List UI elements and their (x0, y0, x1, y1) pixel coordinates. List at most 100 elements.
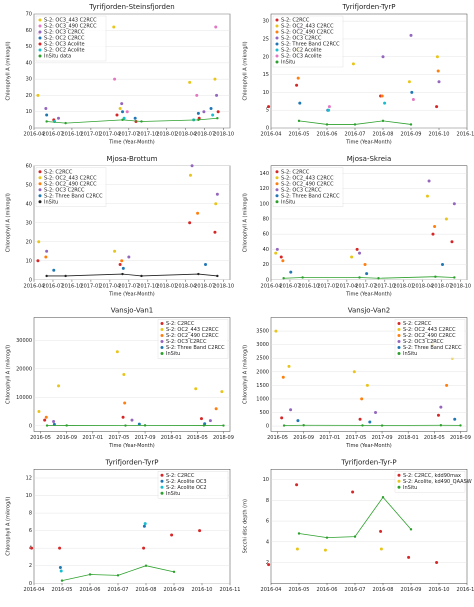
legend-label: S-2: OC3_490 C2RCC (44, 24, 97, 30)
x-tick-label: 2018-09 (450, 435, 471, 441)
legend-label: S-2: OC3 Acolite (281, 54, 322, 60)
data-point (445, 383, 449, 387)
legend-marker (275, 60, 279, 64)
legend-label: S-2: OC2_443 C2RCC (281, 175, 334, 181)
legend-marker (397, 346, 401, 349)
legend-label: S-2: C2RCC (166, 473, 195, 479)
y-tick-label: 20000 (16, 366, 32, 372)
data-point (57, 384, 61, 388)
x-tick-label: 2018-01 (156, 132, 177, 138)
y-tick-label: 1000 (256, 396, 269, 402)
insitu-point (381, 496, 385, 499)
x-tick-label: 2018-07 (431, 283, 452, 289)
y-tick-label: 6 (266, 519, 269, 525)
data-point (355, 247, 359, 251)
insitu-point (202, 424, 206, 427)
insitu-point (361, 424, 364, 427)
data-point (120, 102, 124, 106)
x-tick-label: 2016-11 (220, 587, 241, 593)
data-point (59, 569, 63, 573)
data-point (352, 370, 356, 374)
legend-label: S-2: Three Band C2RCC (44, 193, 103, 199)
data-point (365, 272, 369, 276)
data-point (327, 108, 331, 112)
x-tick-label: 2016-05 (52, 587, 73, 593)
legend-label: S-2: OC2 Acolite (44, 48, 85, 54)
y-tick-label: 2 (266, 560, 269, 566)
x-tick-label: 2016-07 (345, 587, 366, 593)
insitu-point (297, 119, 301, 123)
x-tick-label: 2016-09 (401, 132, 422, 138)
x-axis-label: Time (Year-Month) (108, 140, 155, 146)
y-axis-label: Chlorophyll A (mikrog/l) (243, 193, 249, 252)
insitu-point (121, 118, 124, 122)
data-point (287, 364, 291, 368)
legend-label: InSitu (403, 485, 417, 491)
insitu-point (409, 528, 413, 531)
data-point (211, 113, 215, 117)
legend-marker (275, 170, 279, 174)
data-point (323, 548, 327, 552)
legend-marker (160, 328, 164, 331)
x-tick-label: 2016-05 (289, 132, 310, 138)
x-tick-label: 2016-06 (80, 587, 101, 593)
insitu-point (409, 123, 413, 126)
y-tick-label: 0 (29, 581, 32, 587)
y-tick-label: 2500 (256, 356, 269, 362)
y-axis-label: Chlorophyll A (mikrog/l) (243, 41, 249, 100)
insitu-point (353, 535, 357, 538)
legend-label: S-2: Three Band C2RCC (166, 345, 225, 351)
data-point (199, 417, 203, 421)
legend-marker (397, 328, 401, 331)
legend-marker (397, 322, 401, 325)
legend-label: S-2: OC2_490 C2RCC (44, 181, 97, 187)
insitu-line (46, 273, 218, 277)
chart-title: Tyrifjorden-TyrP (341, 3, 395, 11)
legend-marker (397, 334, 401, 337)
y-tick-label: 140 (259, 171, 269, 177)
data-point (121, 415, 125, 419)
x-tick-label: 2016-10 (192, 587, 213, 593)
y-tick-label: 3500 (256, 329, 269, 335)
data-point (296, 76, 300, 80)
x-tick-label: 2018-10 (213, 283, 234, 289)
legend-label: S-2: C2RCC, kdd90max (403, 473, 461, 479)
x-tick-label: 2016-05 (30, 435, 51, 441)
data-point (351, 62, 355, 66)
x-tick-label: 2017-04 (99, 283, 120, 289)
legend-marker (275, 42, 279, 46)
data-point (213, 230, 217, 234)
data-point (275, 247, 279, 251)
data-point (363, 263, 367, 267)
data-point (274, 329, 278, 333)
insitu-point (64, 121, 67, 125)
legend-marker (275, 182, 279, 186)
data-point (196, 111, 200, 115)
chart-title: Vansjo-Van2 (348, 307, 391, 315)
data-point (198, 529, 202, 533)
data-point (195, 93, 199, 97)
x-tick-label: 2016-04 (24, 132, 45, 138)
x-tick-label: 2016-08 (373, 132, 394, 138)
legend-box (35, 167, 107, 207)
insitu-point (459, 424, 462, 427)
legend-marker (38, 24, 42, 28)
insitu-point (216, 274, 219, 278)
data-point (44, 255, 48, 259)
y-tick-label: 0 (266, 126, 269, 132)
insitu-point (45, 120, 48, 123)
y-tick-label: 20 (26, 93, 32, 99)
data-point (441, 263, 445, 267)
x-tick-label: 2018-07 (194, 283, 215, 289)
legend-label: S-2: OC3 C2RCC (403, 339, 444, 345)
y-tick-label: 0 (266, 277, 269, 283)
data-point (358, 251, 362, 255)
data-point (427, 179, 431, 183)
y-tick-label: 30 (26, 220, 32, 226)
insitu-point (282, 424, 286, 427)
y-tick-label: 0 (29, 423, 32, 429)
legend-marker (38, 36, 42, 40)
data-point (37, 410, 41, 414)
y-axis-label: Chlorophyll A (mikrog/l) (6, 41, 12, 100)
y-tick-label: 5 (266, 108, 269, 114)
